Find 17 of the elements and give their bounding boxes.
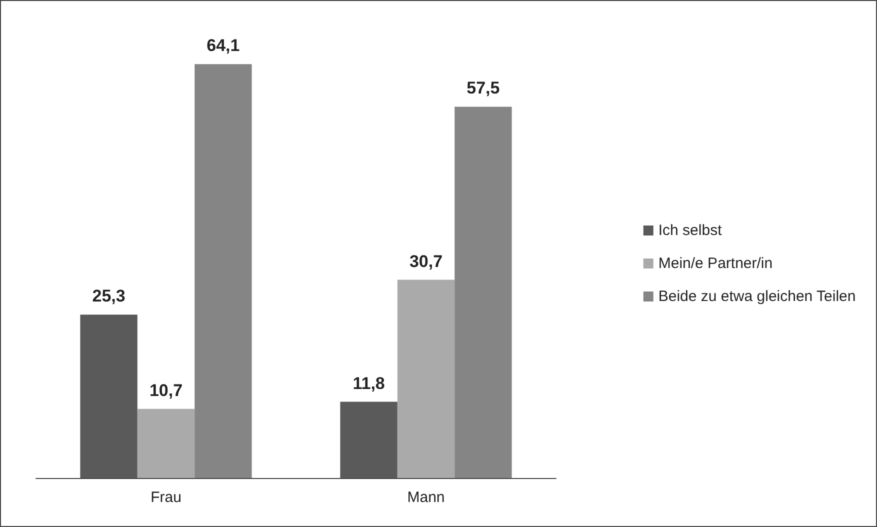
bar — [194, 64, 252, 478]
legend-label: Ich selbst — [658, 222, 723, 239]
data-label: 10,7 — [149, 380, 183, 400]
bar — [454, 106, 512, 478]
data-label: 11,8 — [352, 374, 385, 393]
bar — [340, 402, 398, 478]
data-label: 64,1 — [206, 36, 240, 56]
legend-label: Mein/e Partner/in — [658, 255, 773, 272]
bar — [137, 408, 195, 478]
bar — [80, 314, 138, 478]
x-tick-label: Frau — [150, 489, 182, 506]
legend-label: Beide zu etwa gleichen Teilen — [658, 288, 856, 305]
data-label: 25,3 — [92, 286, 126, 306]
data-label: 57,5 — [466, 78, 500, 98]
data-label: 30,7 — [409, 252, 443, 271]
x-tick-label: Mann — [407, 489, 445, 506]
bar — [397, 280, 455, 478]
